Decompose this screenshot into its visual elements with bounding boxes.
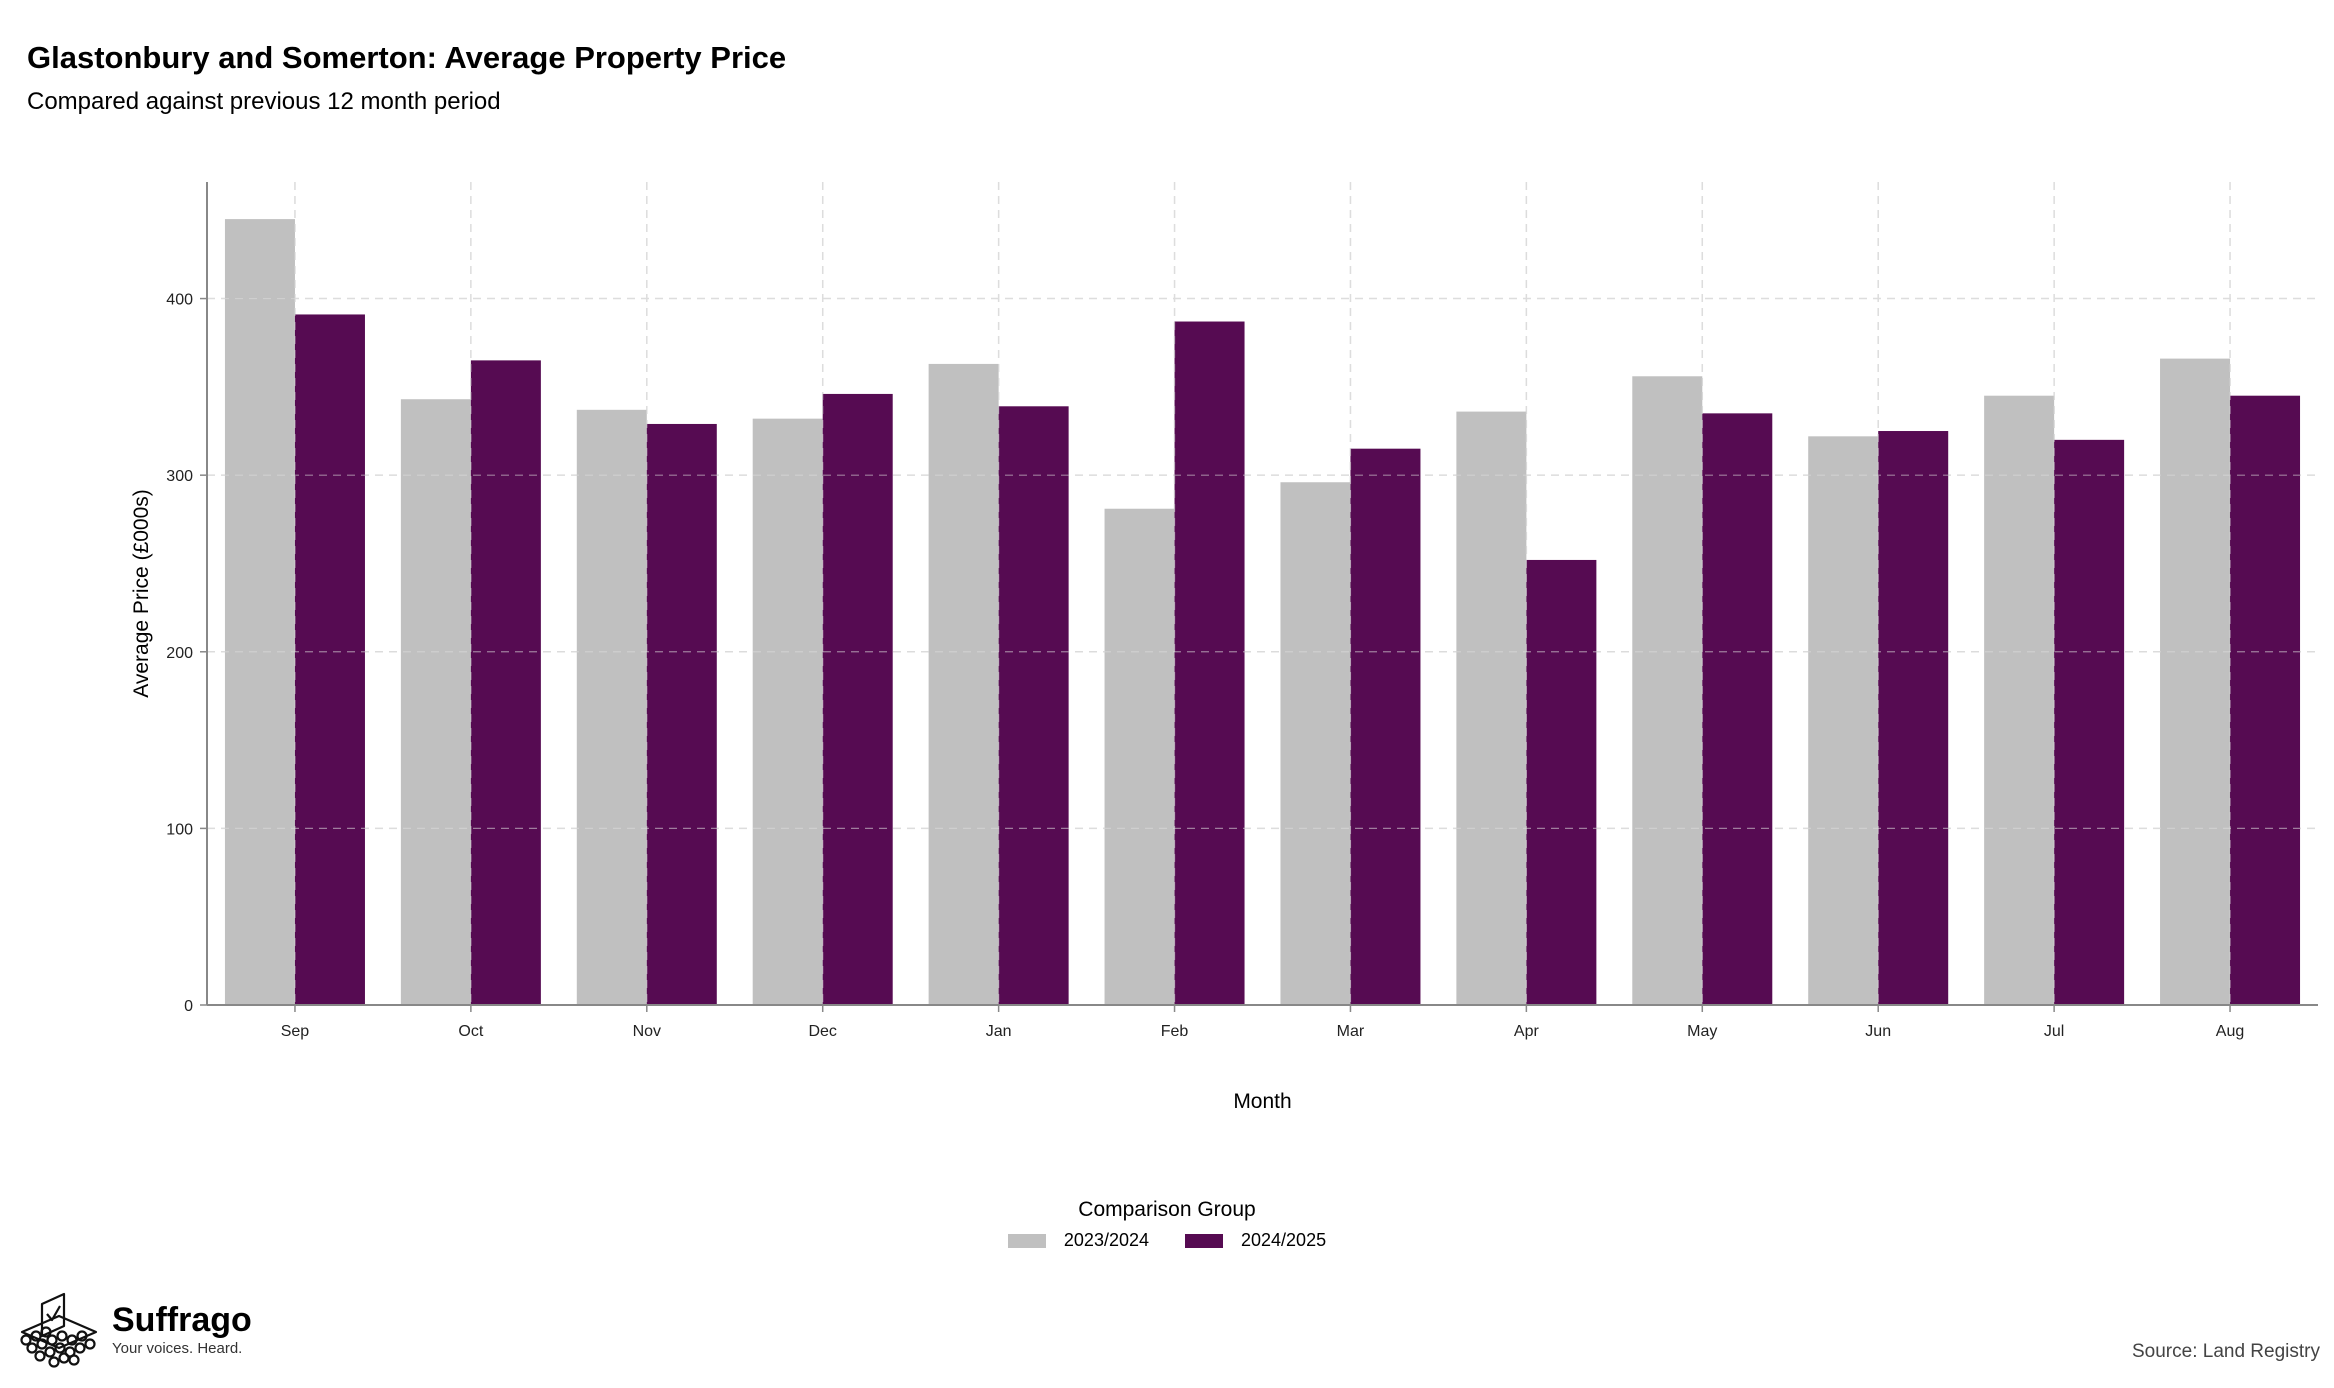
bar-jul-2024-2025 [2054,439,2125,1005]
bar-oct-2024-2025 [470,360,541,1005]
bar-jul-2023-2024 [1984,395,2055,1006]
bar-dec-2024-2025 [822,393,893,1005]
legend-swatch-2023-2024 [1007,1233,1046,1248]
y-tick-label-400: 400 [166,292,193,309]
bar-jan-2024-2025 [998,406,1069,1005]
bar-apr-2024-2025 [1526,559,1597,1005]
chart-title: Glastonbury and Somerton: Average Proper… [27,40,787,75]
bar-jun-2023-2024 [1808,436,1879,1005]
bar-feb-2023-2024 [1104,508,1175,1005]
logo-name: Suffrago [112,1301,252,1339]
y-tick-label-100: 100 [166,821,193,838]
bar-dec-2023-2024 [752,418,823,1006]
x-tick-label-jul: Jul [2044,1023,2064,1040]
chart-subtitle: Compared against previous 12 month perio… [27,88,501,115]
bar-jan-2023-2024 [928,363,999,1005]
bar-sep-2024-2025 [294,314,365,1005]
x-tick-label-apr: Apr [1514,1023,1540,1040]
y-axis-title: Average Price (£000s) [130,489,153,698]
bar-aug-2023-2024 [2160,358,2231,1005]
legend-item-2023-2024: 2023/2024 [1007,1230,1149,1251]
logo-tagline: Your voices. Heard. [112,1340,243,1357]
legend: Comparison Group 2023/2024 2024/2025 [0,1198,2334,1251]
tick-labels: 0 100 200 300 400 Sep Oct Nov Dec Jan Feb Mar Apr May… [166,292,2244,1040]
x-tick-label-sep: Sep [281,1023,310,1040]
source-note: Source: Land Registry [2132,1341,2320,1362]
bar-nov-2024-2025 [646,423,717,1005]
x-tick-label-dec: Dec [808,1023,836,1040]
legend-label-2023-2024: 2023/2024 [1063,1230,1149,1250]
x-tick-label-jun: Jun [1865,1023,1891,1040]
y-tick-label-200: 200 [166,645,193,662]
bar-mar-2023-2024 [1280,482,1351,1005]
bar-oct-2023-2024 [400,399,471,1005]
logo-text: Suffrago Your voices. Heard. [112,1301,252,1359]
axes [200,182,2318,1012]
ballot-box-icon [20,1292,98,1368]
bar-apr-2023-2024 [1456,411,1527,1005]
x-tick-label-may: May [1687,1023,1717,1040]
y-tick-label-300: 300 [166,468,193,485]
legend-title: Comparison Group [1078,1198,1256,1221]
bar-aug-2024-2025 [2230,395,2301,1006]
bar-may-2023-2024 [1632,376,1703,1005]
bar-jun-2024-2025 [1878,431,1949,1006]
x-tick-label-jan: Jan [986,1023,1012,1040]
bars [207,182,2318,1006]
legend-swatch-2024-2025 [1185,1233,1223,1248]
x-tick-label-feb: Feb [1161,1023,1189,1040]
legend-label-2024-2025: 2024/2025 [1241,1230,1327,1250]
suffrago-logo: Suffrago Your voices. Heard. [14,1290,252,1370]
x-tick-label-mar: Mar [1337,1023,1365,1040]
bar-mar-2024-2025 [1350,448,1421,1005]
bar-nov-2023-2024 [576,409,647,1005]
bar-feb-2024-2025 [1174,321,1245,1005]
y-tick-label-0: 0 [184,998,193,1015]
x-axis-title: Month [1233,1090,1291,1113]
legend-items: 2023/2024 2024/2025 [0,1230,2334,1251]
x-tick-label-aug: Aug [2216,1023,2244,1040]
x-tick-label-oct: Oct [458,1023,483,1040]
x-tick-label-nov: Nov [633,1023,661,1040]
bar-may-2024-2025 [1702,413,1773,1005]
bar-sep-2023-2024 [224,219,295,1005]
legend-item-2024-2025: 2024/2025 [1185,1230,1326,1251]
